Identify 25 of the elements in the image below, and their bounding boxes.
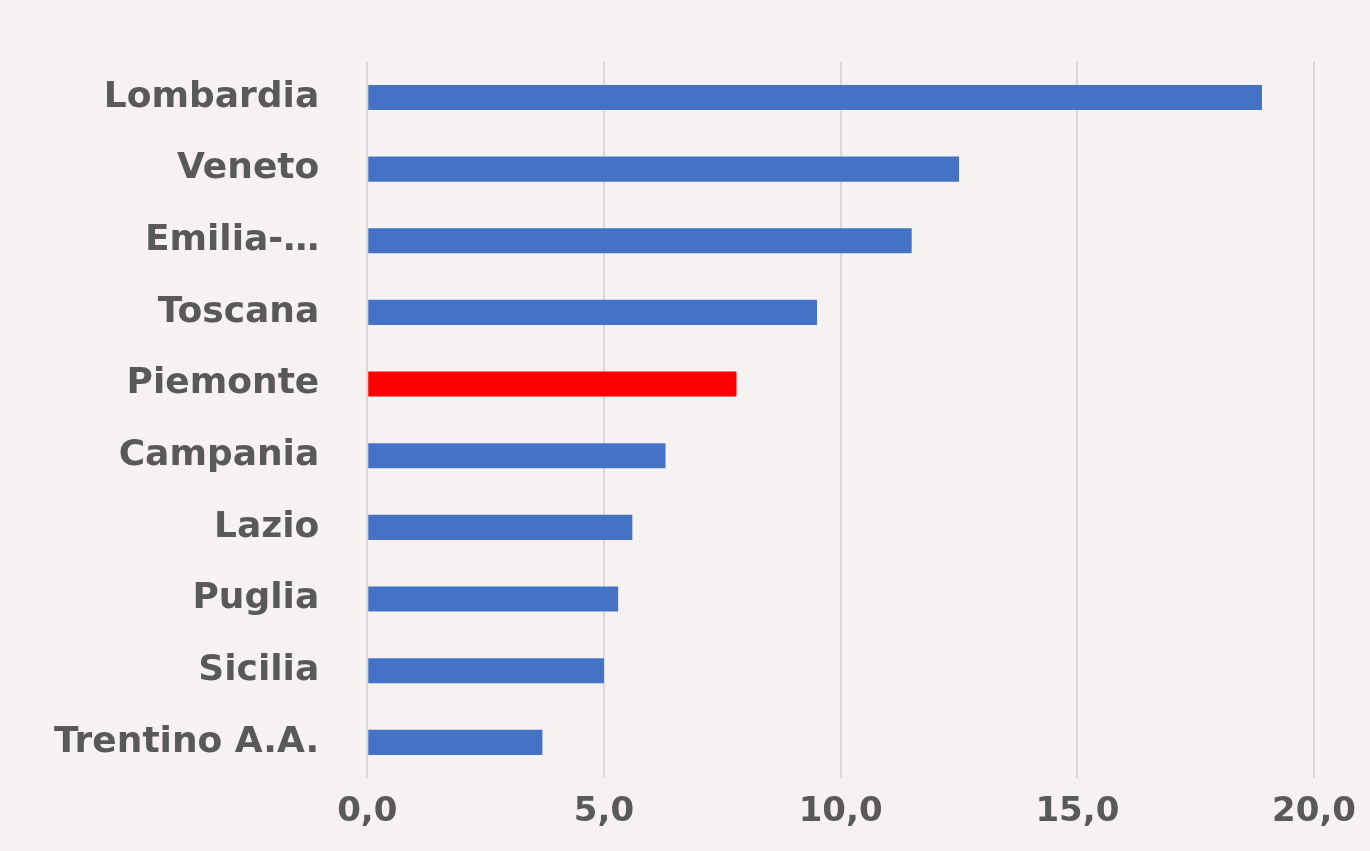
y-tick-label: Toscana — [157, 288, 320, 330]
bar — [368, 371, 737, 397]
bar — [368, 299, 817, 325]
y-tick-label: Veneto — [176, 145, 320, 187]
y-tick-label: Emilia-… — [144, 217, 320, 259]
x-tick-label: 10,0 — [798, 789, 883, 830]
x-tick-label: 5,0 — [573, 789, 635, 830]
y-tick-label: Piemonte — [126, 360, 320, 402]
bar — [368, 443, 666, 469]
bar — [368, 658, 604, 684]
y-tick-label: Puglia — [192, 575, 320, 617]
y-tick-label: Campania — [118, 432, 320, 474]
bar — [368, 514, 633, 540]
bar — [368, 729, 543, 755]
y-tick-label: Lazio — [213, 503, 320, 545]
x-tick-label: 20,0 — [1272, 789, 1356, 830]
bar — [368, 228, 912, 254]
y-tick-label: Lombardia — [103, 73, 320, 115]
bar — [368, 156, 960, 182]
x-tick-label: 0,0 — [337, 789, 398, 830]
bar — [368, 84, 1262, 110]
bar — [368, 586, 619, 612]
x-tick-label: 15,0 — [1035, 789, 1120, 830]
y-tick-label: Trentino A.A. — [53, 718, 320, 760]
y-tick-label: Sicilia — [198, 647, 320, 689]
